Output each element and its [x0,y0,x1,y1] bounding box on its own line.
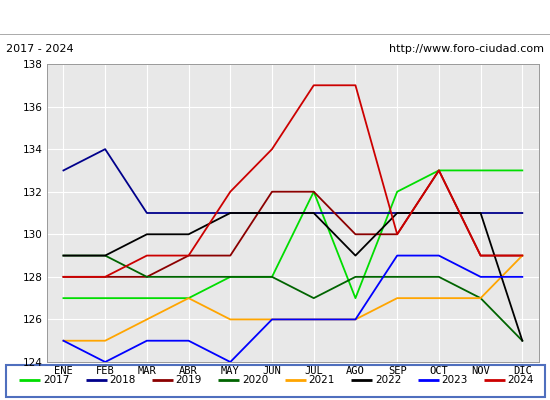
Text: 2023: 2023 [441,375,468,385]
Text: 2018: 2018 [109,375,136,385]
Text: 2017 - 2024: 2017 - 2024 [6,44,73,54]
Text: 2019: 2019 [175,375,202,385]
Text: http://www.foro-ciudad.com: http://www.foro-ciudad.com [389,44,544,54]
Text: 2020: 2020 [242,375,268,385]
Text: 2024: 2024 [508,375,534,385]
Text: 2022: 2022 [375,375,402,385]
Text: 2017: 2017 [43,375,69,385]
Text: Evolucion num de emigrantes en Lodosa: Evolucion num de emigrantes en Lodosa [106,8,444,26]
Text: 2021: 2021 [309,375,335,385]
FancyBboxPatch shape [6,365,544,397]
